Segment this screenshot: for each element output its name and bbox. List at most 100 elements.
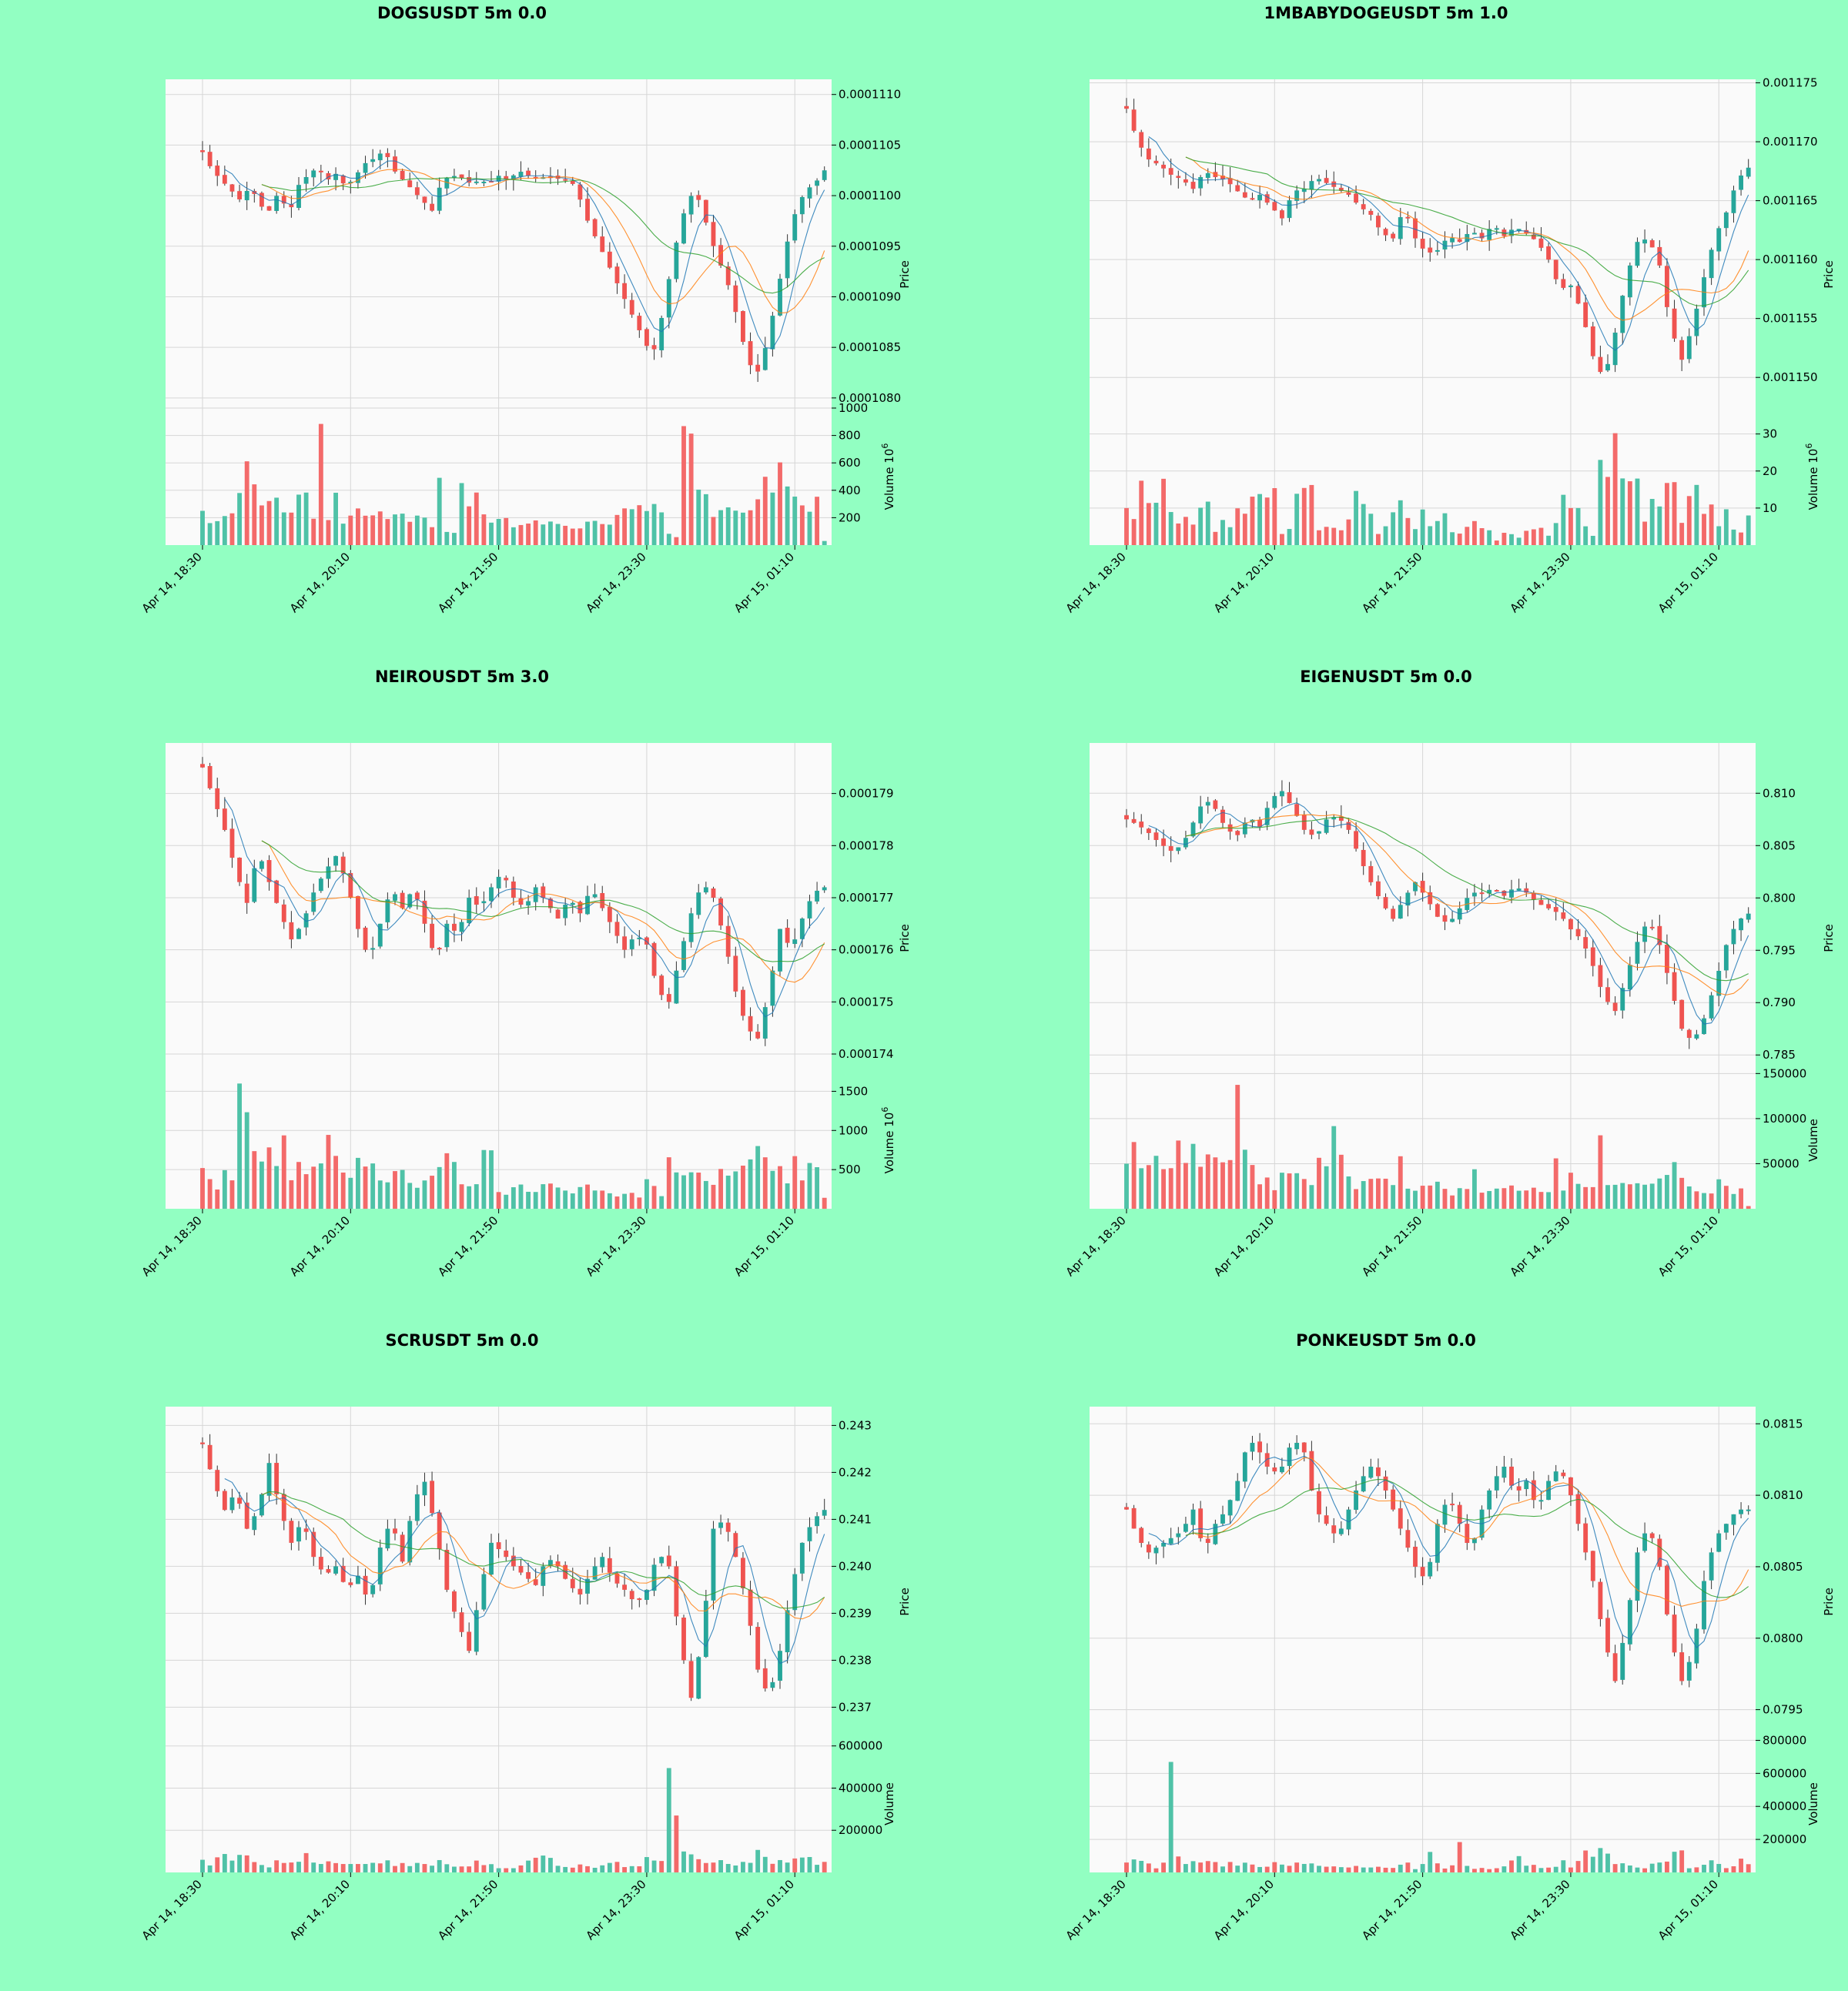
candle-down xyxy=(207,765,213,788)
volume-bar xyxy=(725,507,731,545)
y-tick-label: 0.000178 xyxy=(839,838,894,852)
candle-up xyxy=(311,892,316,912)
volume-bar xyxy=(296,1862,301,1872)
candle-down xyxy=(451,1591,457,1612)
volume-bar xyxy=(422,1864,427,1872)
candle-up xyxy=(570,902,575,905)
volume-bar xyxy=(1657,1862,1662,1872)
candle-down xyxy=(430,1481,435,1514)
candle-up xyxy=(303,913,309,928)
volume-bar xyxy=(1398,500,1403,545)
volume-bar xyxy=(1294,1173,1300,1209)
x-tick-label: Apr 15, 01:10 xyxy=(732,1213,797,1279)
candle-down xyxy=(1575,286,1581,304)
volume-bar xyxy=(1620,478,1625,545)
candle-down xyxy=(748,341,753,366)
candle-down xyxy=(1183,179,1188,183)
candle-down xyxy=(1531,1480,1536,1501)
candle-up xyxy=(385,1528,390,1549)
price-axis-label: Price xyxy=(898,924,912,952)
volume-tick-label: 400000 xyxy=(839,1781,882,1795)
candle-up xyxy=(1686,1661,1692,1681)
volume-bar xyxy=(1257,494,1263,545)
candle-up xyxy=(1723,945,1729,971)
volume-bar xyxy=(222,516,227,545)
candle-up xyxy=(296,185,301,208)
volume-bar xyxy=(296,1162,301,1209)
candle-down xyxy=(674,1566,679,1617)
candle-up xyxy=(1627,265,1632,298)
candle-down xyxy=(1257,819,1263,827)
candle-down xyxy=(1590,326,1595,356)
volume-bar xyxy=(281,512,286,545)
candle-down xyxy=(1383,229,1388,236)
moving-average-line xyxy=(1148,802,1749,1025)
candle-up xyxy=(1538,1500,1544,1502)
volume-bar xyxy=(541,524,546,545)
x-tick-label: Apr 14, 23:30 xyxy=(1507,550,1572,615)
candle-up xyxy=(815,890,820,902)
y-tick-label: 0.0795 xyxy=(1763,1703,1803,1717)
volume-bar xyxy=(1546,535,1552,545)
volume-bar xyxy=(592,1867,598,1872)
candle-up xyxy=(1220,1514,1225,1524)
candle-up xyxy=(1198,806,1204,824)
candle-down xyxy=(1561,912,1566,919)
volume-bar xyxy=(1124,1163,1129,1209)
candle-up xyxy=(1227,1500,1233,1516)
candle-up xyxy=(659,1557,665,1564)
volume-bar xyxy=(592,520,598,545)
volume-bar xyxy=(481,1149,487,1209)
volume-bar xyxy=(237,1083,243,1209)
candle-down xyxy=(748,1016,753,1032)
volume-bar xyxy=(274,497,280,545)
volume-bar xyxy=(1546,1867,1552,1872)
y-tick-label: 0.240 xyxy=(839,1559,872,1573)
chart-title: 1MBABYDOGEUSDT 5m 1.0 xyxy=(1264,4,1508,22)
volume-bar xyxy=(1198,507,1204,545)
candle-up xyxy=(762,348,768,370)
volume-bar xyxy=(1205,501,1210,545)
volume-bar xyxy=(1220,1866,1225,1872)
volume-tick-label: 800000 xyxy=(1763,1733,1806,1747)
volume-bar xyxy=(614,1862,620,1872)
candle-down xyxy=(1442,915,1448,922)
volume-bar xyxy=(1139,1860,1144,1872)
candle-down xyxy=(1264,1453,1270,1467)
candle-up xyxy=(711,1528,716,1601)
volume-bar xyxy=(1250,1864,1255,1872)
volume-bar xyxy=(681,1175,686,1209)
candle-down xyxy=(1590,1551,1595,1581)
candle-up xyxy=(1635,1552,1640,1601)
volume-bar xyxy=(1679,1177,1685,1209)
candle-up xyxy=(681,941,686,970)
candle-up xyxy=(1709,1552,1714,1581)
volume-bar xyxy=(1739,1188,1744,1209)
candle-up xyxy=(688,196,694,215)
volume-bar xyxy=(1168,512,1173,545)
candle-up xyxy=(681,213,686,244)
volume-bar xyxy=(533,1192,538,1209)
volume-bar xyxy=(563,525,568,545)
volume-bar xyxy=(1635,478,1640,545)
candle-down xyxy=(1413,218,1418,239)
candle-down xyxy=(414,187,420,196)
volume-bar xyxy=(711,1184,716,1209)
candle-down xyxy=(1649,1533,1655,1538)
volume-bar xyxy=(407,1866,413,1872)
volume-bar xyxy=(340,1864,346,1872)
candle-up xyxy=(1524,1481,1529,1490)
volume-bar xyxy=(326,1135,331,1209)
volume-bar xyxy=(622,1867,628,1872)
candle-down xyxy=(459,1612,464,1632)
volume-bar xyxy=(1635,1183,1640,1209)
candle-down xyxy=(385,152,390,158)
volume-bar xyxy=(414,1862,420,1872)
candle-down xyxy=(1561,279,1566,288)
candle-down xyxy=(237,191,243,199)
candle-up xyxy=(444,177,450,189)
candle-up xyxy=(666,279,671,318)
volume-bar xyxy=(1465,527,1470,545)
candle-down xyxy=(289,1521,294,1543)
volume-bar xyxy=(244,1855,249,1872)
